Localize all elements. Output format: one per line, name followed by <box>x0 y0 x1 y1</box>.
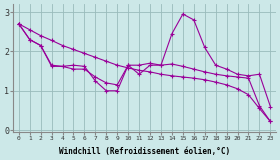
X-axis label: Windchill (Refroidissement éolien,°C): Windchill (Refroidissement éolien,°C) <box>59 147 230 156</box>
